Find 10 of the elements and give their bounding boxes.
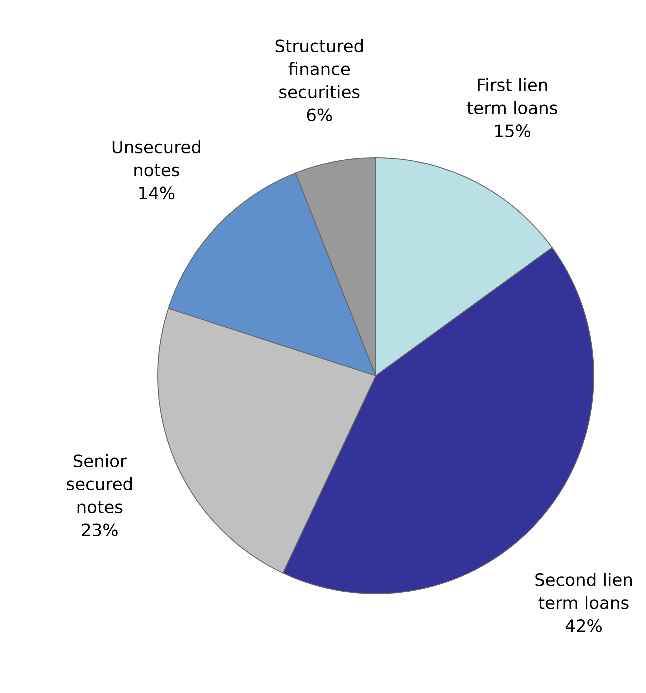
slice-label: Structured finance securities <box>276 39 364 99</box>
slice-label: Senior secured notes <box>67 454 132 514</box>
data-label: 14% <box>140 186 175 200</box>
data-label: 23% <box>82 524 118 537</box>
data-label: 15% <box>496 124 531 138</box>
data-label: 42% <box>566 619 602 632</box>
data-label: 6% <box>307 108 332 122</box>
slice-label: First lien term loans <box>467 78 558 115</box>
slice-label: Unsecured notes <box>112 140 200 177</box>
slice-label: Second lien term loans <box>536 573 632 610</box>
